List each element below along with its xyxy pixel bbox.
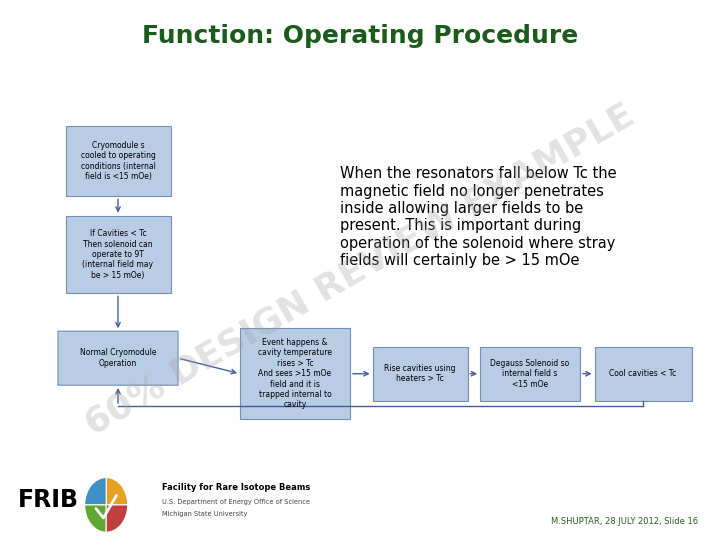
Wedge shape bbox=[107, 477, 127, 505]
Wedge shape bbox=[85, 477, 107, 505]
Text: Normal Cryomodule
Operation: Normal Cryomodule Operation bbox=[80, 348, 156, 368]
FancyBboxPatch shape bbox=[240, 328, 350, 420]
FancyBboxPatch shape bbox=[66, 126, 171, 197]
Text: 60% DESIGN REVIEW EXAMPLE: 60% DESIGN REVIEW EXAMPLE bbox=[79, 98, 641, 442]
Wedge shape bbox=[107, 505, 127, 532]
FancyBboxPatch shape bbox=[58, 331, 178, 385]
Text: Cryomodule s
cooled to operating
conditions (internal
field is <15 mOe): Cryomodule s cooled to operating conditi… bbox=[81, 141, 156, 181]
Wedge shape bbox=[85, 505, 107, 532]
Text: Degauss Solenoid so
internal field s
<15 mOe: Degauss Solenoid so internal field s <15… bbox=[490, 359, 570, 389]
FancyBboxPatch shape bbox=[595, 347, 691, 401]
Text: Event happens &
cavity temperature
rises > Tc
And sees >15 mOe
field and it is
t: Event happens & cavity temperature rises… bbox=[258, 338, 332, 409]
FancyBboxPatch shape bbox=[480, 347, 580, 401]
Text: M.SHUPTAR, 28 JULY 2012, Slide 16: M.SHUPTAR, 28 JULY 2012, Slide 16 bbox=[552, 517, 698, 526]
Text: Function: Operating Procedure: Function: Operating Procedure bbox=[142, 24, 578, 49]
Text: Cool cavities < Tc: Cool cavities < Tc bbox=[609, 369, 677, 378]
Text: When the resonators fall below Tc the
magnetic field no longer penetrates
inside: When the resonators fall below Tc the ma… bbox=[340, 166, 616, 268]
FancyBboxPatch shape bbox=[372, 347, 467, 401]
Text: If Cavities < Tc
Then solenoid can
operate to 9T
(internal field may
be > 15 mOe: If Cavities < Tc Then solenoid can opera… bbox=[83, 229, 153, 280]
Text: Michigan State University: Michigan State University bbox=[162, 511, 248, 517]
Text: Facility for Rare Isotope Beams: Facility for Rare Isotope Beams bbox=[162, 483, 310, 492]
Text: U.S. Department of Energy Office of Science: U.S. Department of Energy Office of Scie… bbox=[162, 499, 310, 505]
FancyBboxPatch shape bbox=[66, 215, 171, 293]
Text: Rise cavities using
heaters > Tc: Rise cavities using heaters > Tc bbox=[384, 364, 456, 383]
Text: FRIB: FRIB bbox=[18, 488, 79, 512]
